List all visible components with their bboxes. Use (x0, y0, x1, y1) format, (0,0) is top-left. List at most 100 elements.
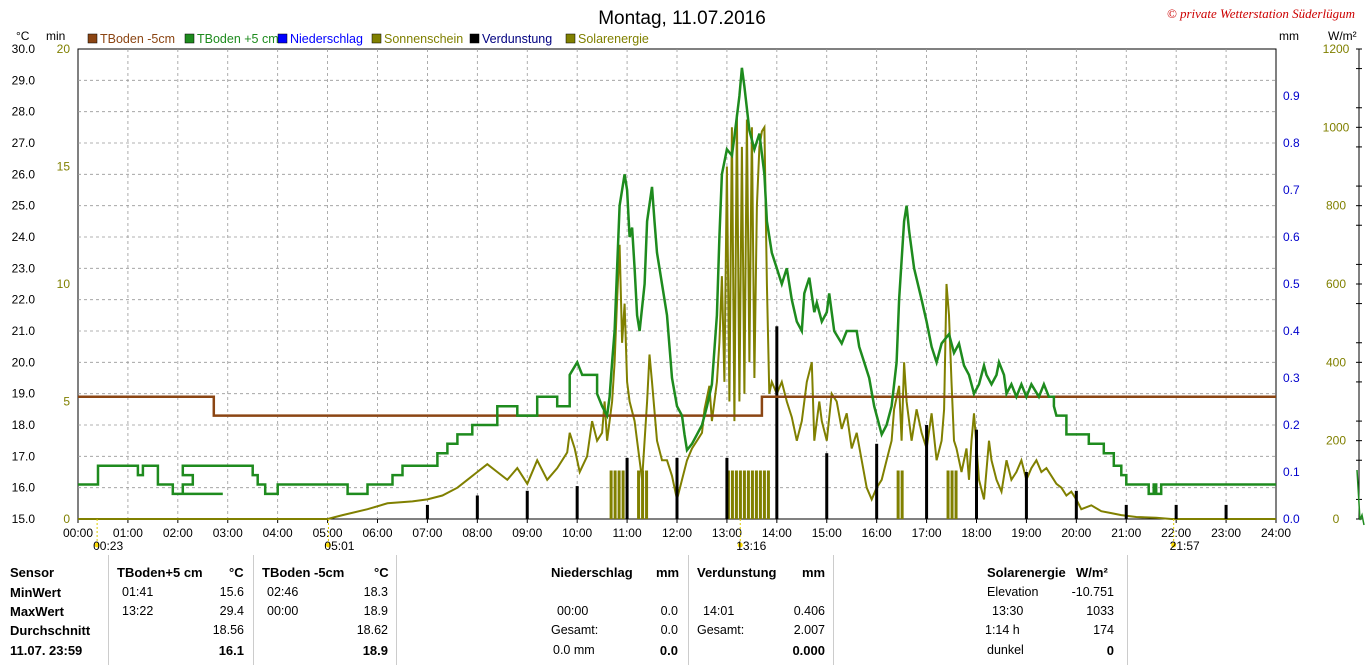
x-tick-label: 20:00 (1061, 526, 1091, 540)
stats-solar-elevation-label: Elevation (987, 585, 1039, 599)
verdunstung-bar (1024, 472, 1028, 519)
y-temp-tick-label: 22.0 (12, 293, 36, 307)
stats-tb5-min-time: 01:41 (122, 585, 154, 599)
sunshine-bar (750, 470, 754, 519)
y-mm-tick-label: 0.1 (1283, 465, 1300, 479)
stats-nied-time: 00:00 (557, 604, 589, 618)
y-temp-tick-label: 29.0 (12, 73, 36, 87)
stats-nied-value: 0.0 (660, 604, 678, 618)
x-tick-label: 12:00 (662, 526, 692, 540)
sunshine-bar (746, 470, 750, 519)
stats-tb5-min-value: 15.6 (219, 585, 244, 599)
stats-row-label: MinWert (10, 585, 62, 600)
x-tick-label: 07:00 (412, 526, 442, 540)
x-tick-label: 01:00 (113, 526, 143, 540)
legend-swatch (184, 33, 195, 44)
x-tick-label: 02:00 (163, 526, 193, 540)
chart-axes: 00:00 01:00 02:00 03:00 04:00 05:00 06:00 07:00… (12, 42, 1362, 540)
solarenergie-line (78, 114, 1276, 520)
x-tick-label: 11:00 (613, 526, 642, 540)
y-temp-tick-label: 21.0 (12, 324, 36, 338)
x-tick-label: 22:00 (1161, 526, 1191, 540)
stats-nied-total-label: Gesamt: (551, 623, 599, 637)
verdunstung-bar (625, 457, 629, 519)
event-markers: 00:23 05:01 13:16 21:57 (93, 469, 1365, 553)
event-marker-label: 05:01 (324, 539, 354, 553)
x-tick-label: 17:00 (912, 526, 942, 540)
x-tick-label: 09:00 (512, 526, 542, 540)
stats-divider (833, 555, 834, 665)
stats-verd-header: Verdunstung (697, 565, 777, 580)
verdunstung-bar (1124, 504, 1128, 519)
y-wm2-tick-label: 0 (1333, 512, 1340, 526)
stats-verd-value: 0.406 (793, 604, 825, 618)
legend-swatch (469, 33, 480, 44)
x-tick-label: 18:00 (961, 526, 991, 540)
right-edge-fragment (1356, 469, 1365, 526)
verdunstung-bar (1224, 504, 1228, 519)
stats-nied-last-label: 0.0 mm (553, 643, 595, 657)
sunshine-bar (609, 470, 613, 519)
y-mm-tick-label: 0.4 (1283, 324, 1300, 338)
stats-solar-dark-value: 0 (1106, 643, 1114, 658)
stats-row-label: MaxWert (10, 604, 64, 619)
y-temp-tick-label: 17.0 (12, 449, 36, 463)
verdunstung-bar (975, 429, 978, 519)
y-temp-tick-label: 16.0 (12, 481, 36, 495)
verdunstung-bar (825, 453, 829, 519)
y-mm-tick-label: 0.9 (1283, 89, 1300, 103)
verdunstung-bar (925, 425, 929, 519)
verdunstung-bar (475, 495, 479, 519)
stats-solar-elevation-value: -10.751 (1071, 585, 1114, 599)
stats-tbm5-avg: 18.62 (356, 623, 388, 637)
unit-min-label: min (46, 29, 65, 43)
y-mm-tick-label: 0.8 (1283, 136, 1300, 150)
tboden-minus5-line (78, 395, 1276, 417)
stats-verd-time: 14:01 (703, 604, 735, 618)
stats-verd-total-label: Gesamt: (697, 623, 745, 637)
legend-label: TBoden +5 cm (197, 32, 279, 46)
x-tick-label: 15:00 (812, 526, 842, 540)
stats-tbm5-max-value: 18.9 (363, 604, 388, 618)
stats-tbm5-last: 18.9 (362, 643, 388, 658)
sunshine-bar (645, 470, 649, 519)
y-temp-tick-label: 23.0 (12, 261, 36, 275)
verdunstung-bar (725, 457, 729, 519)
stats-divider (1127, 555, 1128, 665)
x-tick-label: 08:00 (462, 526, 492, 540)
sunshine-bar (758, 470, 762, 519)
y-wm2-tick-label: 1000 (1323, 120, 1350, 134)
stats-divider (253, 555, 254, 665)
stats-row-label: Durchschnitt (10, 623, 91, 638)
y-temp-tick-label: 24.0 (12, 230, 36, 244)
sunshine-bar (762, 470, 766, 519)
legend-swatch (371, 33, 382, 44)
stats-divider (688, 555, 689, 665)
sunshine-bar (950, 470, 954, 519)
x-tick-label: 04:00 (263, 526, 293, 540)
stats-row-label: 11.07. 23:59 (10, 643, 83, 658)
chart-title: Montag, 11.07.2016 (598, 8, 766, 29)
stats-tbm5-unit: °C (374, 565, 389, 580)
legend-label: Niederschlag (290, 32, 363, 46)
y-temp-tick-label: 15.0 (12, 512, 36, 526)
x-tick-label: 05:00 (313, 526, 343, 540)
y-mm-tick-label: 0.5 (1283, 277, 1300, 291)
legend-swatch (87, 33, 98, 44)
stats-tb5-last: 16.1 (218, 643, 244, 658)
stats-tb5-avg: 18.56 (212, 623, 244, 637)
x-tick-label: 06:00 (362, 526, 392, 540)
legend-label: Sonnenschein (384, 32, 463, 46)
sunshine-bar (754, 470, 758, 519)
stats-nied-total-value: 0.0 (660, 623, 678, 637)
unit-wm2-label: W/m² (1328, 29, 1357, 43)
stats-tb5-header: TBoden+5 cm (117, 565, 203, 580)
legend-label: Verdunstung (482, 32, 552, 46)
sunshine-bar (730, 470, 734, 519)
sunshine-bar (734, 470, 738, 519)
stats-solar-max-time: 13:30 (992, 604, 1024, 618)
x-tick-label: 24:00 (1261, 526, 1291, 540)
y-min-tick-label: 15 (57, 160, 71, 174)
stats-nied-unit: mm (656, 565, 680, 580)
event-marker-dot (94, 542, 100, 548)
